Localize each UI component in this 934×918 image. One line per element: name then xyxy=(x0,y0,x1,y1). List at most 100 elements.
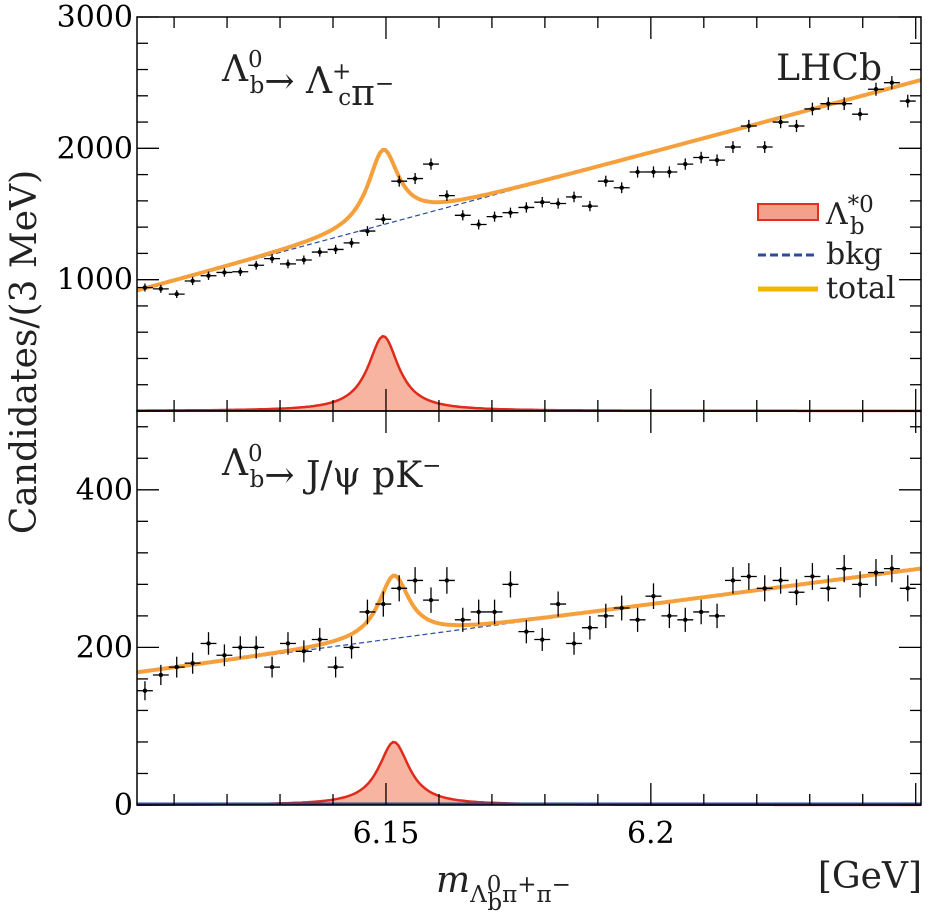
data-point-marker xyxy=(810,106,815,112)
data-point-marker xyxy=(619,185,624,190)
data-point xyxy=(883,554,900,583)
data-point xyxy=(820,97,837,111)
data-point xyxy=(788,119,805,133)
total-curve xyxy=(136,566,922,675)
data-point xyxy=(820,575,837,602)
data-point-marker xyxy=(397,586,402,591)
data-point-marker xyxy=(190,660,195,666)
data-point-marker xyxy=(746,574,752,579)
y-tick-label: 200 xyxy=(76,630,133,665)
signal-fill xyxy=(137,336,921,411)
data-point xyxy=(502,207,519,218)
data-point-marker xyxy=(142,285,148,290)
data-point xyxy=(566,191,582,203)
data-point-marker xyxy=(762,144,767,150)
data-point xyxy=(295,640,312,663)
data-point xyxy=(391,175,408,187)
data-point-marker xyxy=(683,617,688,623)
data-point xyxy=(550,591,567,617)
data-point xyxy=(597,603,614,629)
data-point-marker xyxy=(905,98,910,104)
data-point xyxy=(534,628,551,651)
data-point-marker xyxy=(222,270,227,275)
data-point-marker xyxy=(841,101,847,106)
data-point xyxy=(407,173,424,185)
data-point xyxy=(629,166,646,178)
data-point xyxy=(788,579,805,606)
data-point xyxy=(407,567,424,594)
data-point xyxy=(677,607,694,632)
data-point-marker xyxy=(540,199,545,205)
data-point-marker xyxy=(524,629,529,634)
data-point xyxy=(200,271,217,280)
decay-label: Λ0 b→ J/ψ pK− xyxy=(221,441,441,496)
data-point xyxy=(391,575,408,602)
data-point xyxy=(502,571,519,598)
data-point-marker xyxy=(460,213,465,218)
data-point-marker xyxy=(587,203,593,209)
data-point-marker xyxy=(142,688,148,693)
y-tick-label: 3000 xyxy=(57,0,133,35)
data-point xyxy=(327,656,344,678)
data-point-marker xyxy=(476,609,481,615)
data-point-marker xyxy=(873,570,879,575)
data-point xyxy=(454,607,471,632)
data-point xyxy=(152,284,169,293)
data-point xyxy=(693,151,710,164)
data-point xyxy=(216,644,233,667)
data-point xyxy=(836,554,853,583)
bottom-panel: 0 200 400 6.15 6.2 Λ0 b→ J/ψ pK− xyxy=(76,410,922,851)
data-point-marker xyxy=(460,617,465,623)
data-point xyxy=(883,76,900,90)
data-point-marker xyxy=(603,613,609,619)
data-point-marker xyxy=(174,664,179,670)
data-point-marker xyxy=(587,625,593,630)
data-point-marker xyxy=(397,178,402,184)
data-point-marker xyxy=(714,613,720,619)
data-point xyxy=(216,268,233,277)
data-point-marker xyxy=(714,157,720,163)
data-point-marker xyxy=(174,291,179,297)
data-point xyxy=(899,94,916,108)
data-point-marker xyxy=(444,578,450,583)
decay-label: Λ0 b→ Λ+ cπ− xyxy=(221,47,394,114)
signal-fill xyxy=(137,742,921,805)
data-point-marker xyxy=(285,261,291,267)
data-point-marker xyxy=(333,664,338,670)
y-axis-label: Candidates/(3 MeV) xyxy=(4,170,45,534)
data-point xyxy=(232,636,249,659)
data-point xyxy=(772,567,789,594)
data-point-marker xyxy=(285,641,291,646)
data-point xyxy=(280,259,296,269)
data-point xyxy=(597,175,614,187)
data-point-marker xyxy=(206,273,211,278)
data-point-marker xyxy=(253,645,259,650)
data-point xyxy=(550,198,567,209)
data-point xyxy=(423,587,439,613)
experiment-label: LHCb xyxy=(776,48,882,89)
data-point xyxy=(725,141,741,153)
data-point-marker xyxy=(349,645,354,650)
data-point-marker xyxy=(365,609,370,615)
data-point-marker xyxy=(412,578,418,583)
data-point-marker xyxy=(603,178,609,184)
data-point-marker xyxy=(253,263,259,268)
data-point xyxy=(899,575,916,602)
data-point-marker xyxy=(238,269,243,274)
data-point xyxy=(248,636,265,659)
data-point xyxy=(566,632,582,655)
data-point-marker xyxy=(873,87,879,92)
data-point-marker xyxy=(667,613,672,619)
data-point-marker xyxy=(683,161,688,167)
data-point xyxy=(740,119,757,133)
x-axis-label-text: mΛ0 bπ+π− xyxy=(436,860,571,916)
y-tick-label: 0 xyxy=(114,788,133,823)
legend-label-signal: Λ*0 b xyxy=(825,192,874,240)
data-point-marker xyxy=(381,601,386,607)
data-point xyxy=(264,656,281,678)
y-tick-label: 400 xyxy=(76,473,133,508)
data-point-marker xyxy=(555,601,561,607)
data-point xyxy=(486,599,503,625)
data-point-marker xyxy=(555,201,561,206)
